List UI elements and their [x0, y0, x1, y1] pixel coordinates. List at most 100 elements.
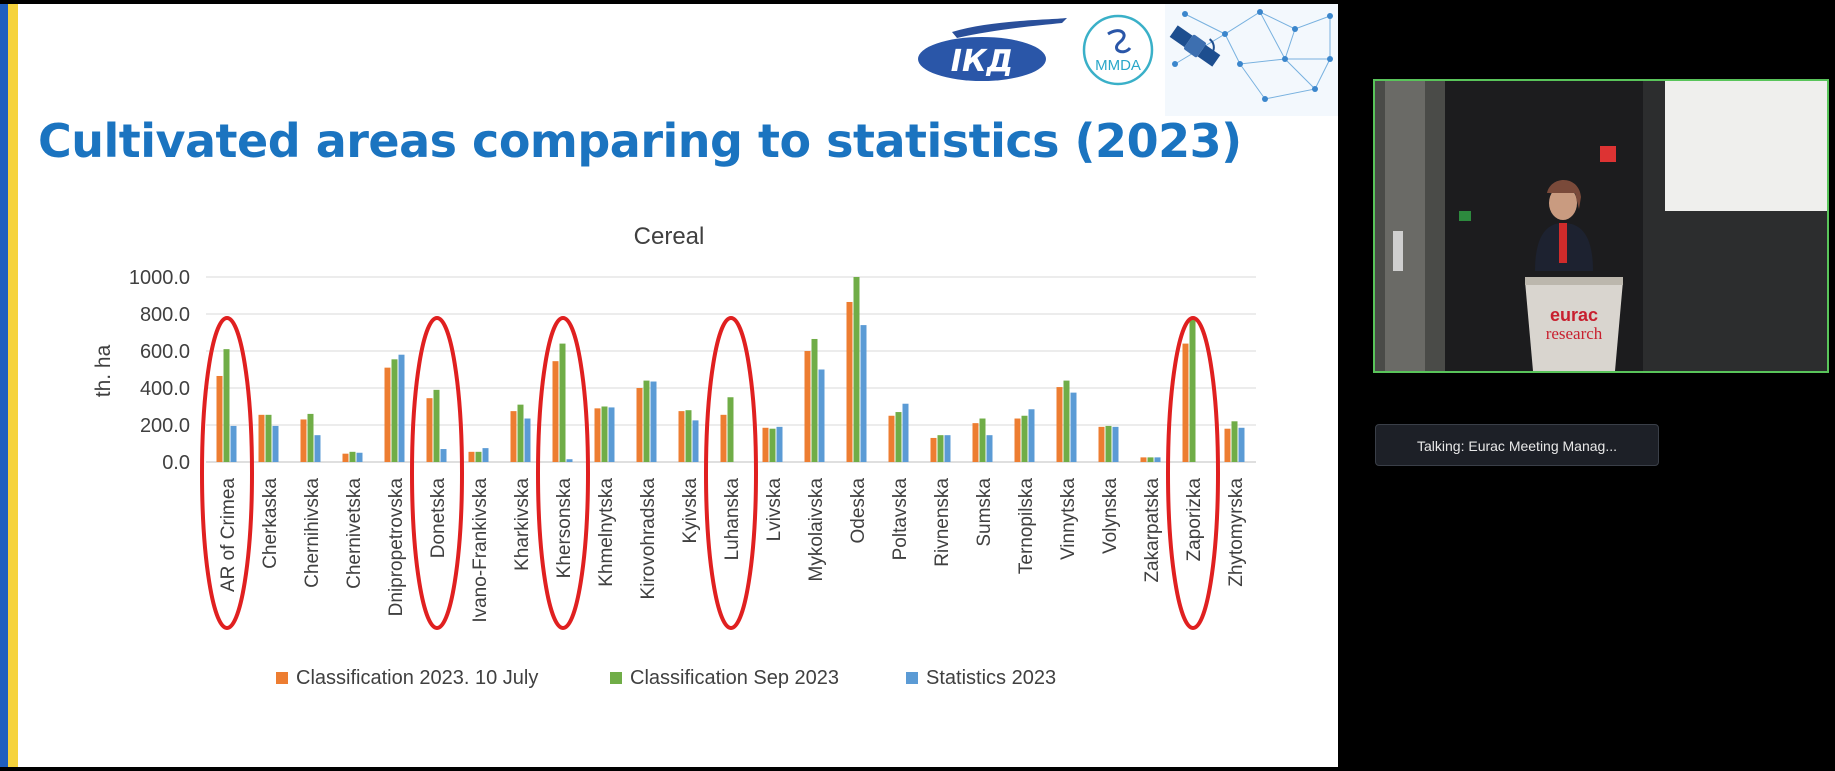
bar — [230, 425, 237, 462]
bar — [608, 407, 615, 462]
bar — [1224, 428, 1231, 462]
x-tick-label: Ivano-Frankivska — [470, 478, 491, 623]
bar — [811, 338, 818, 462]
ikd-logo-text: ІКД — [951, 44, 1013, 79]
bar — [1189, 319, 1196, 462]
bar — [517, 404, 524, 462]
bar — [307, 413, 314, 462]
x-tick-label: Sumska — [974, 478, 995, 547]
highlight-circle — [704, 316, 758, 630]
satellite-icon — [1169, 25, 1221, 67]
y-tick-label: 0.0 — [162, 452, 190, 474]
presentation-slide: ІКД MMDA Cultivated areas comparin — [0, 4, 1338, 767]
x-tick-label: Poltavska — [890, 478, 911, 561]
bar — [888, 415, 895, 462]
bar — [643, 380, 650, 462]
bar — [552, 361, 559, 462]
talking-indicator: Talking: Eurac Meeting Manag... — [1375, 424, 1659, 466]
bar — [342, 453, 349, 462]
bar — [1112, 426, 1119, 462]
legend-label: Classification Sep 2023 — [630, 667, 839, 689]
bar — [559, 343, 566, 462]
bar — [1147, 457, 1154, 462]
bar — [265, 414, 272, 462]
y-tick-label: 400.0 — [140, 378, 190, 400]
x-tick-label: Luhanska — [722, 478, 743, 561]
speaker-video-image: eurac research — [1375, 81, 1827, 371]
bar — [1154, 457, 1161, 462]
mmda-logo: MMDA — [1082, 14, 1154, 86]
speaker-video-feed[interactable]: eurac research — [1373, 79, 1829, 373]
bar — [944, 435, 951, 462]
y-tick-label: 600.0 — [140, 341, 190, 363]
bar — [356, 452, 363, 462]
y-tick-label: 200.0 — [140, 415, 190, 437]
bar — [440, 449, 447, 462]
chart-title: Cereal — [634, 223, 705, 250]
slide-stripe-blue — [0, 4, 8, 767]
bar — [1028, 409, 1035, 462]
legend-swatch — [906, 672, 918, 684]
highlight-circle — [536, 316, 590, 630]
x-tick-label: Kyivska — [680, 478, 701, 544]
bar — [972, 423, 979, 462]
bar — [1231, 421, 1238, 462]
bar — [727, 397, 734, 462]
bar — [223, 349, 230, 462]
bar — [426, 398, 433, 462]
x-tick-label: Mykolaivska — [806, 478, 827, 582]
bar — [895, 412, 902, 462]
bar — [636, 388, 643, 462]
bar — [1063, 380, 1070, 462]
bar — [566, 459, 573, 462]
x-tick-label: Kharkivska — [512, 478, 533, 571]
bar — [685, 410, 692, 462]
x-tick-label: Zakarpatska — [1142, 478, 1163, 583]
bar — [594, 408, 601, 462]
y-axis-label: th. ha — [92, 344, 115, 397]
bar — [979, 418, 986, 462]
x-tick-label: AR of Crimea — [218, 478, 239, 592]
bar — [818, 369, 825, 462]
x-tick-label: Chernihivska — [302, 478, 323, 588]
cereal-bar-chart: Cereal th. ha 1000.0 800.0 600.0 400.0 200.0… — [92, 223, 1256, 689]
x-tick-label: Kirovohradska — [638, 478, 659, 600]
bar — [1238, 427, 1245, 462]
bar — [216, 375, 223, 462]
podium — [1525, 281, 1623, 371]
x-tick-label: Dnipropetrovska — [386, 478, 407, 617]
bar — [601, 406, 608, 462]
bar — [391, 359, 398, 462]
podium-sign-eurac: eurac — [1550, 305, 1598, 325]
bar — [853, 277, 860, 462]
x-tick-label: Donetska — [428, 478, 449, 559]
mmda-logo-text: MMDA — [1095, 57, 1141, 74]
slide-stripe-yellow — [8, 4, 18, 767]
x-tick-label: Zhytomyrska — [1226, 478, 1247, 587]
bar — [804, 351, 811, 462]
bar — [762, 427, 769, 462]
slide-title: Cultivated areas comparing to statistics… — [38, 114, 1242, 168]
bar — [524, 418, 531, 462]
bar — [314, 435, 321, 462]
x-tick-label: Cherkaska — [260, 478, 281, 569]
bar — [769, 428, 776, 462]
bar — [349, 451, 356, 462]
highlight-circle — [200, 316, 254, 630]
bar — [720, 414, 727, 462]
x-tick-label: Lvivska — [764, 478, 785, 542]
bar — [384, 367, 391, 462]
x-tick-label: Vinnytska — [1058, 478, 1079, 560]
legend-swatch — [276, 672, 288, 684]
bar — [1105, 425, 1112, 462]
legend-label: Classification 2023. 10 July — [296, 667, 538, 689]
y-tick-label: 1000.0 — [129, 267, 190, 289]
bar — [846, 301, 853, 462]
bar — [986, 435, 993, 462]
bar — [678, 411, 685, 462]
x-tick-label: Ternopilska — [1016, 478, 1037, 575]
x-tick-label: Khersonska — [554, 478, 575, 579]
legend-swatch — [610, 672, 622, 684]
bar — [398, 354, 405, 462]
highlight-circle — [1166, 316, 1220, 630]
